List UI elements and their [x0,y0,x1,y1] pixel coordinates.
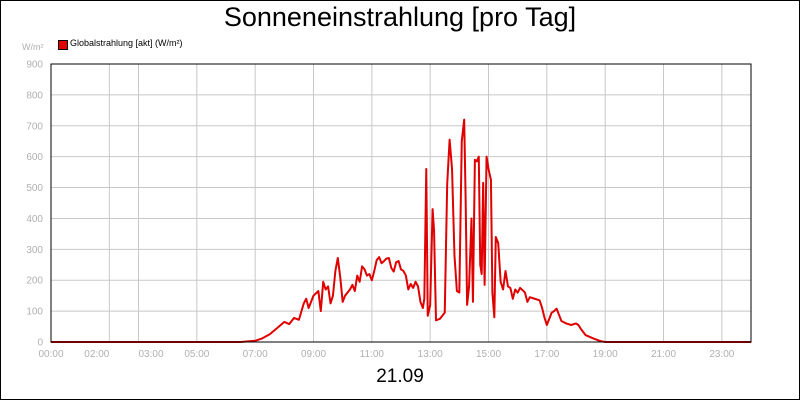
y-tick-label: 0 [37,338,43,349]
y-tick-label: 300 [26,245,43,256]
x-tick-label: 02:00 [84,349,109,360]
chart-title: Sonneneinstrahlung [pro Tag] [223,2,577,32]
x-tick-label: 03:00 [139,349,164,360]
x-tick-label: 23:00 [709,349,734,360]
plot-border [50,63,752,343]
x-tick-label: 17:00 [534,349,559,360]
legend-label: Globalstrahlung [akt] (W/m²) [70,38,183,48]
x-tick-label: 11:00 [360,349,385,360]
series-line [51,118,751,343]
series-lines [51,118,751,343]
y-tick-label: 200 [26,276,43,287]
legend-swatch [58,40,68,50]
y-tick-label: 500 [26,183,43,194]
x-tick-label: 09:00 [301,349,326,360]
date-label: 21.09 [376,366,424,387]
y-axis-unit-label: W/m² [22,42,44,52]
x-tick-label: 15:00 [476,349,501,360]
x-tick-label: 13:00 [418,349,443,360]
y-tick-label: 100 [26,307,43,318]
x-tick-label: 00:00 [38,349,63,360]
gridlines [50,63,751,343]
y-axis-ticks: 0 100 200 300 400 500 600 700 800 900 [26,60,43,349]
x-tick-label: 21:00 [651,349,676,360]
x-tick-label: 05:00 [184,349,209,360]
x-tick-label: 19:00 [593,349,618,360]
x-axis-ticks: 00:00 02:00 03:00 05:00 07:00 09:00 11:00 13:00… [38,349,734,360]
y-tick-label: 900 [26,60,43,71]
y-tick-label: 600 [26,152,43,163]
y-tick-label: 700 [26,121,43,132]
y-tick-label: 800 [26,90,43,101]
x-tick-label: 07:00 [243,349,268,360]
y-tick-label: 400 [26,214,43,225]
